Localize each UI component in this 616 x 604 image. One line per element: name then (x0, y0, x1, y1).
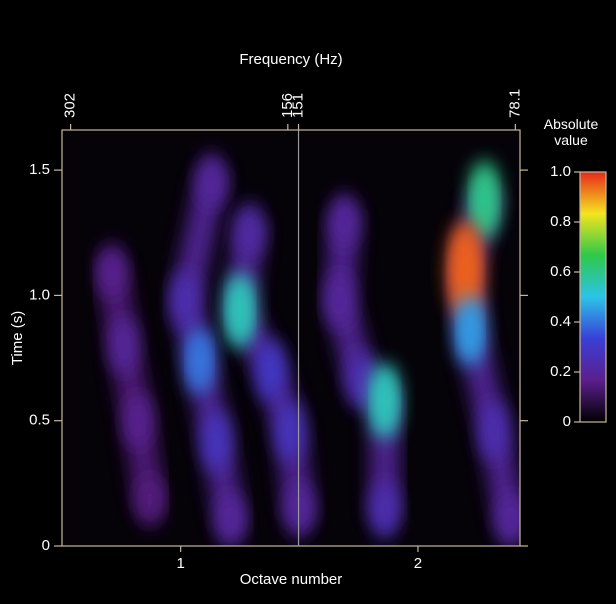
intensity-core (462, 308, 478, 354)
x-tick-label: 1 (176, 555, 184, 572)
colorbar-tick-label: 0.2 (550, 363, 571, 380)
intensity-core (232, 285, 248, 335)
x2-tick-label: 302 (62, 93, 79, 118)
intensity-blob (99, 243, 125, 298)
intensity-blob (110, 318, 136, 374)
intensity-blob (203, 410, 230, 471)
intensity-core (192, 339, 207, 382)
colorbar (580, 172, 606, 422)
y-tick-label: 0.5 (29, 412, 50, 429)
intensity-blob (236, 202, 263, 259)
colorbar-tick-label: 0.8 (550, 213, 571, 230)
y-tick-label: 0 (42, 537, 50, 554)
intensity-blob (326, 272, 352, 328)
intensity-blob (331, 192, 357, 248)
colorbar-tick-label: 0.6 (550, 263, 571, 280)
intensity-blob (480, 401, 507, 460)
top-axis-title: Frequency (Hz) (239, 51, 342, 68)
colorbar-tick-label: 1.0 (550, 163, 571, 180)
colorbar-tick-label: 0 (563, 413, 571, 430)
y-tick-label: 1.5 (29, 161, 50, 178)
intensity-blob (286, 483, 312, 539)
intensity-blob (276, 400, 303, 461)
x2-tick-label: 78.1 (506, 89, 523, 118)
y-axis-title: Time (s) (9, 311, 26, 365)
intensity-blob (125, 393, 151, 448)
intensity-blob (172, 271, 199, 330)
intensity-core (377, 375, 393, 425)
colorbar-title-box: Absolute value (528, 116, 614, 160)
page: {"chart_data": { "type": "heatmap", "tit… (0, 0, 616, 604)
x2-tick-label: 151 (290, 93, 307, 118)
intensity-core (476, 174, 493, 227)
intensity-core (456, 236, 476, 306)
intensity-blob (371, 481, 398, 540)
y-tick-label: 1.0 (29, 286, 50, 303)
colorbar-title: Absolute value (528, 116, 614, 148)
colorbar-tick-label: 0.4 (550, 313, 571, 330)
chart: Frequency (Hz) Octave number Time (s) Ab… (0, 0, 616, 604)
x-axis-title: Octave number (240, 571, 343, 588)
intensity-blob (217, 493, 243, 549)
x-tick-label: 2 (414, 555, 422, 572)
intensity-blob (257, 340, 285, 402)
intensity-blob (198, 152, 224, 208)
intensity-blob (137, 474, 163, 527)
